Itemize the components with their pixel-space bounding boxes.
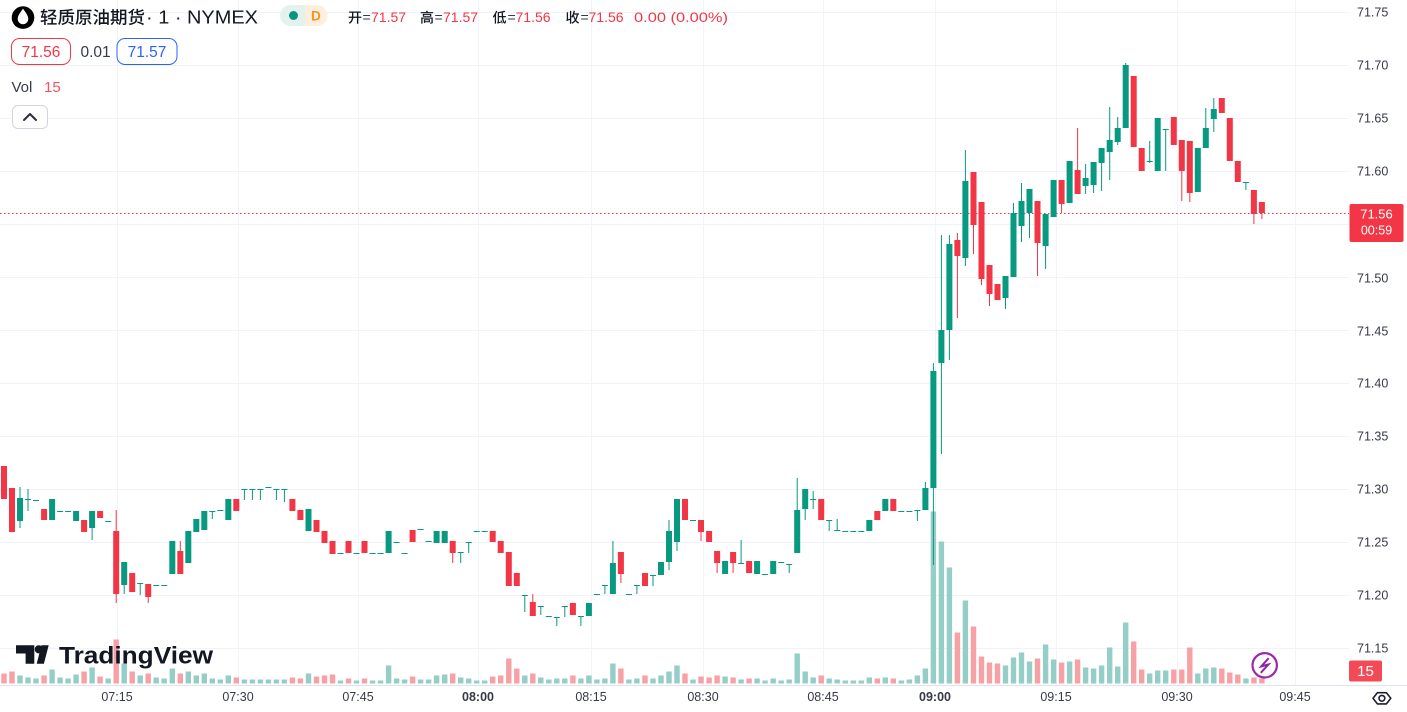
svg-text:71.45: 71.45 xyxy=(1357,325,1388,339)
svg-text:08:45: 08:45 xyxy=(807,690,838,704)
svg-text:07:15: 07:15 xyxy=(101,690,132,704)
svg-text:71.20: 71.20 xyxy=(1357,589,1388,603)
svg-text:71.50: 71.50 xyxy=(1357,272,1388,286)
svg-text:15: 15 xyxy=(1357,663,1374,680)
svg-text:71.25: 71.25 xyxy=(1357,536,1388,550)
svg-text:71.35: 71.35 xyxy=(1357,430,1388,444)
svg-text:71.56: 71.56 xyxy=(22,44,61,61)
svg-text:71.57: 71.57 xyxy=(371,9,406,25)
svg-text:=: = xyxy=(508,9,516,25)
svg-text:71.56: 71.56 xyxy=(589,9,624,25)
svg-text:08:00: 08:00 xyxy=(462,690,494,704)
svg-text:0.00 (0.00%): 0.00 (0.00%) xyxy=(634,9,728,25)
svg-text:D: D xyxy=(311,9,321,24)
svg-text:71.40: 71.40 xyxy=(1357,377,1388,391)
svg-text:71.56: 71.56 xyxy=(1360,207,1393,222)
svg-text:71.57: 71.57 xyxy=(128,44,167,61)
svg-text:Vol: Vol xyxy=(12,79,33,96)
svg-text:71.60: 71.60 xyxy=(1357,165,1388,179)
svg-text:71.65: 71.65 xyxy=(1357,112,1388,126)
svg-text:=: = xyxy=(363,9,371,25)
svg-text:09:45: 09:45 xyxy=(1279,690,1310,704)
svg-text:15: 15 xyxy=(44,79,61,96)
svg-text:08:15: 08:15 xyxy=(575,690,606,704)
svg-text:71.56: 71.56 xyxy=(516,9,551,25)
svg-text:· 1 · NYMEX: · 1 · NYMEX xyxy=(146,7,258,28)
svg-text:71.57: 71.57 xyxy=(443,9,478,25)
svg-text:00:59: 00:59 xyxy=(1361,224,1392,238)
svg-text:09:30: 09:30 xyxy=(1161,690,1192,704)
svg-text:0.01: 0.01 xyxy=(81,44,111,61)
svg-text:09:15: 09:15 xyxy=(1040,690,1071,704)
svg-text:08:30: 08:30 xyxy=(687,690,718,704)
svg-text:=: = xyxy=(435,9,443,25)
svg-text:07:45: 07:45 xyxy=(342,690,373,704)
svg-text:71.75: 71.75 xyxy=(1357,6,1388,20)
svg-text:09:00: 09:00 xyxy=(919,690,951,704)
svg-text:TradingView: TradingView xyxy=(59,643,213,670)
svg-text:71.30: 71.30 xyxy=(1357,483,1388,497)
svg-text:07:30: 07:30 xyxy=(222,690,253,704)
svg-text:71.70: 71.70 xyxy=(1357,59,1388,73)
svg-text:=: = xyxy=(581,9,589,25)
svg-text:71.15: 71.15 xyxy=(1357,642,1388,656)
